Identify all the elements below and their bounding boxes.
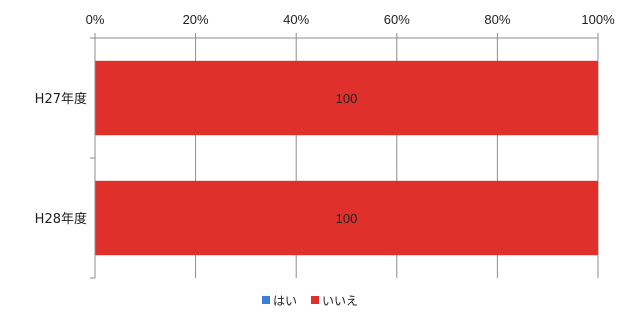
axes-group: 0% 20% 40% 60% 80% 100% H27年度 H28年度	[35, 12, 615, 279]
data-label: 100	[336, 211, 358, 226]
legend-label: いいえ	[322, 294, 358, 308]
category-label: H27年度	[35, 91, 87, 107]
legend-swatch	[262, 296, 270, 304]
x-tick-label: 60%	[384, 12, 410, 27]
bars-group: 100 100	[95, 60, 598, 256]
bar-segment	[95, 60, 598, 136]
x-tick-label: 0%	[86, 12, 105, 27]
x-tick-label: 80%	[484, 12, 510, 27]
legend-label: はい	[273, 294, 297, 308]
category-label: H28年度	[35, 211, 87, 227]
x-tick-label: 40%	[283, 12, 309, 27]
x-tick-label: 20%	[183, 12, 209, 27]
legend-swatch	[311, 296, 320, 304]
bar-segment	[95, 180, 598, 256]
x-tick-label: 100%	[581, 12, 615, 27]
legend: はい いいえ	[262, 294, 358, 308]
data-label: 100	[336, 91, 358, 106]
